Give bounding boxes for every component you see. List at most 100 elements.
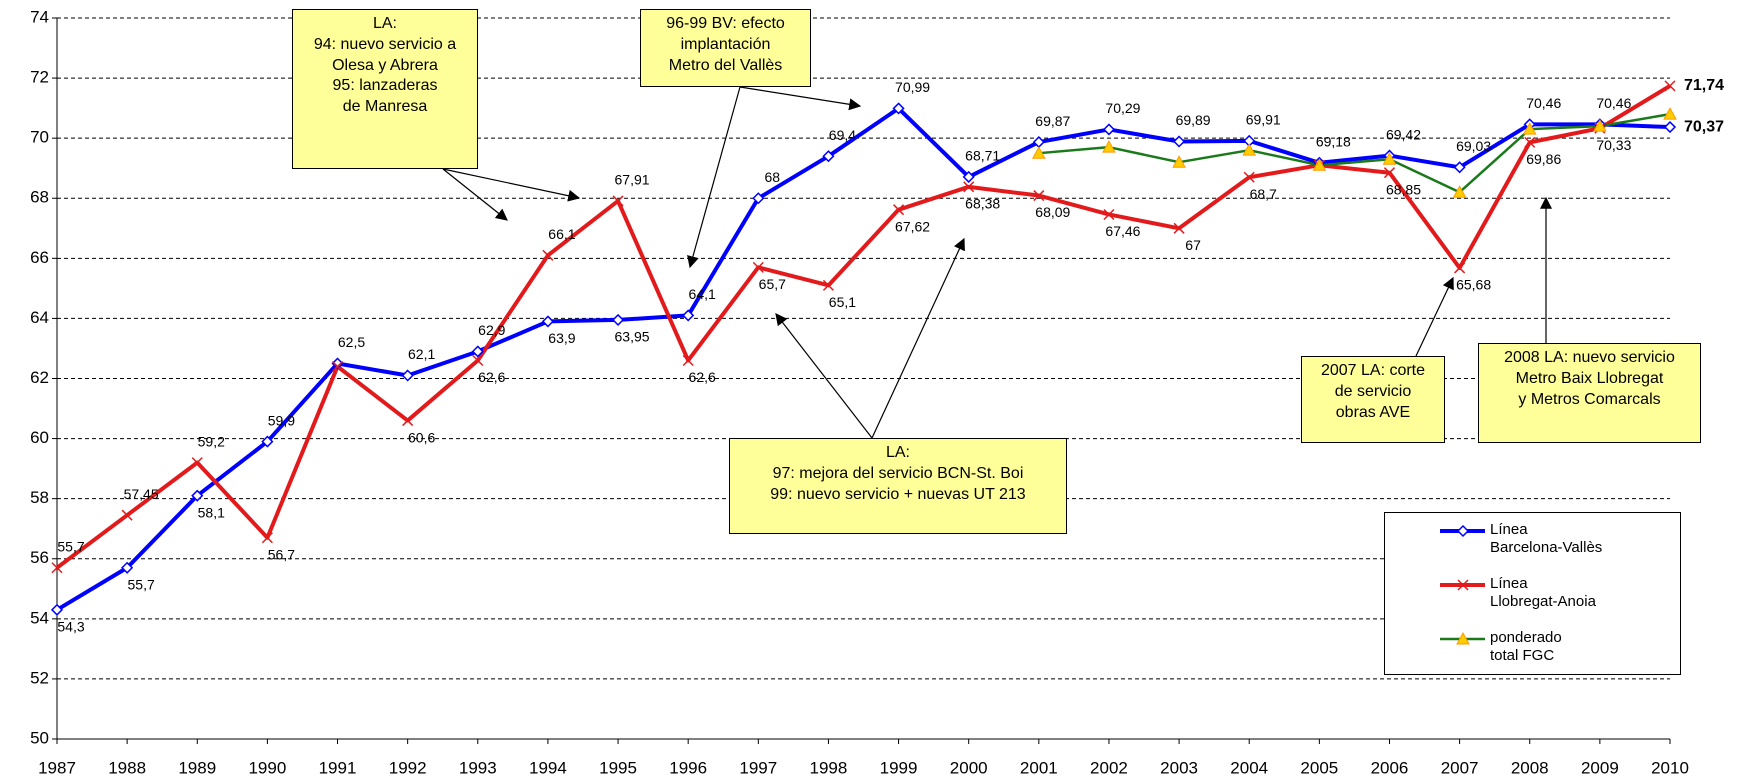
- legend: Línea Barcelona-Vallès Línea Llobregat-A…: [1384, 512, 1681, 675]
- point: [892, 102, 905, 115]
- point: [401, 369, 414, 382]
- data-label: 69,87: [1035, 113, 1070, 129]
- y-tick-label: 68: [30, 188, 49, 207]
- annotation: LA: 94: nuevo servicio a Olesa y Abrera …: [292, 9, 478, 169]
- point: [51, 562, 63, 574]
- data-label: 67,91: [615, 172, 650, 188]
- point: [682, 309, 695, 322]
- point: [1664, 80, 1676, 92]
- y-tick-label: 64: [30, 308, 49, 327]
- data-label: 56,7: [268, 546, 295, 562]
- x-tick-label: 1995: [599, 758, 637, 777]
- data-label: 68,7: [1250, 186, 1277, 202]
- x-tick-label: 2003: [1160, 758, 1198, 777]
- y-tick-label: 74: [30, 7, 49, 26]
- point: [472, 354, 484, 367]
- point: [682, 354, 694, 367]
- point: [822, 150, 835, 163]
- data-label: 68,09: [1035, 204, 1070, 220]
- data-label: 65,1: [829, 294, 856, 310]
- point: [822, 279, 834, 291]
- data-label: 57,45: [124, 486, 159, 502]
- series-line: [1038, 112, 1671, 194]
- data-label: 62,9: [478, 322, 505, 338]
- annotation: LA: 97: mejora del servicio BCN-St. Boi …: [729, 438, 1067, 534]
- data-label: 62,6: [478, 369, 505, 385]
- point: [752, 261, 764, 273]
- point: [331, 360, 344, 373]
- point: [612, 195, 624, 207]
- point: [542, 249, 554, 261]
- data-label: 70,29: [1105, 100, 1140, 116]
- y-tick-label: 50: [30, 728, 49, 747]
- series-line: [55, 84, 1672, 570]
- data-label: 70,99: [895, 79, 930, 95]
- point: [893, 204, 905, 216]
- y-tick-label: 58: [30, 488, 49, 507]
- x-tick-label: 1992: [389, 758, 427, 777]
- point: [1243, 171, 1255, 183]
- point: [402, 415, 414, 427]
- legend-marker: [1456, 631, 1470, 645]
- series-line: [55, 106, 1671, 612]
- point: [261, 435, 274, 448]
- x-tick-label: 2001: [1020, 758, 1058, 777]
- data-label: 55,7: [128, 576, 155, 592]
- point: [1102, 140, 1116, 153]
- y-tick-label: 66: [30, 248, 49, 267]
- point: [1382, 152, 1397, 165]
- data-label: 55,7: [57, 538, 84, 554]
- data-label: 69,91: [1246, 112, 1281, 128]
- point: [50, 603, 64, 616]
- legend-label: Línea Barcelona-Vallès: [1490, 521, 1603, 556]
- point: [1242, 143, 1257, 156]
- point: [1033, 190, 1045, 202]
- data-label: 68,38: [965, 196, 1000, 212]
- point: [331, 357, 344, 370]
- x-tick-label: 2000: [950, 758, 988, 777]
- x-tick-label: 2005: [1300, 758, 1338, 777]
- data-label: 63,9: [548, 330, 575, 346]
- point: [541, 315, 554, 328]
- y-tick-label: 52: [30, 668, 49, 687]
- point: [1383, 167, 1396, 179]
- point: [1663, 120, 1677, 134]
- point: [1173, 222, 1185, 234]
- x-tick-label: 2002: [1090, 758, 1128, 777]
- data-label: 59,2: [198, 433, 225, 449]
- y-tick-label: 54: [30, 608, 49, 627]
- data-label: 69,89: [1176, 112, 1211, 128]
- data-label: 70,37: [1684, 118, 1724, 135]
- point: [1031, 146, 1046, 159]
- x-tick-label: 1987: [38, 758, 76, 777]
- data-label: 65,7: [759, 276, 786, 292]
- legend-keys: [1440, 524, 1485, 645]
- legend-label: ponderado total FGC: [1490, 629, 1562, 664]
- data-label: 68,71: [965, 148, 1000, 164]
- x-tick-label: 1990: [248, 758, 286, 777]
- x-tick-label: 1997: [739, 758, 777, 777]
- data-label: 70,46: [1596, 95, 1631, 111]
- point: [1172, 155, 1186, 168]
- x-tick-label: 1989: [178, 758, 216, 777]
- y-tick-label: 60: [30, 428, 49, 447]
- data-label: 67,46: [1105, 223, 1140, 239]
- point: [1452, 185, 1467, 198]
- annotation: 2007 LA: corte de servicio obras AVE: [1301, 356, 1445, 443]
- data-label: 69,86: [1526, 151, 1561, 167]
- data-label: 60,6: [408, 429, 435, 445]
- x-tick-label: 1994: [529, 758, 567, 777]
- x-tick-label: 2004: [1230, 758, 1268, 777]
- data-label: 71,74: [1684, 77, 1724, 94]
- data-label: 65,68: [1456, 277, 1491, 293]
- data-label: 67: [1185, 237, 1201, 253]
- point: [1312, 158, 1327, 171]
- point: [191, 489, 204, 502]
- point: [261, 532, 273, 544]
- x-tick-label: 2009: [1581, 758, 1619, 777]
- data-label: 69,03: [1456, 138, 1491, 154]
- legend-label: Línea Llobregat-Anoia: [1490, 575, 1596, 610]
- y-tick-label: 56: [30, 548, 49, 567]
- x-tick-label: 1996: [669, 758, 707, 777]
